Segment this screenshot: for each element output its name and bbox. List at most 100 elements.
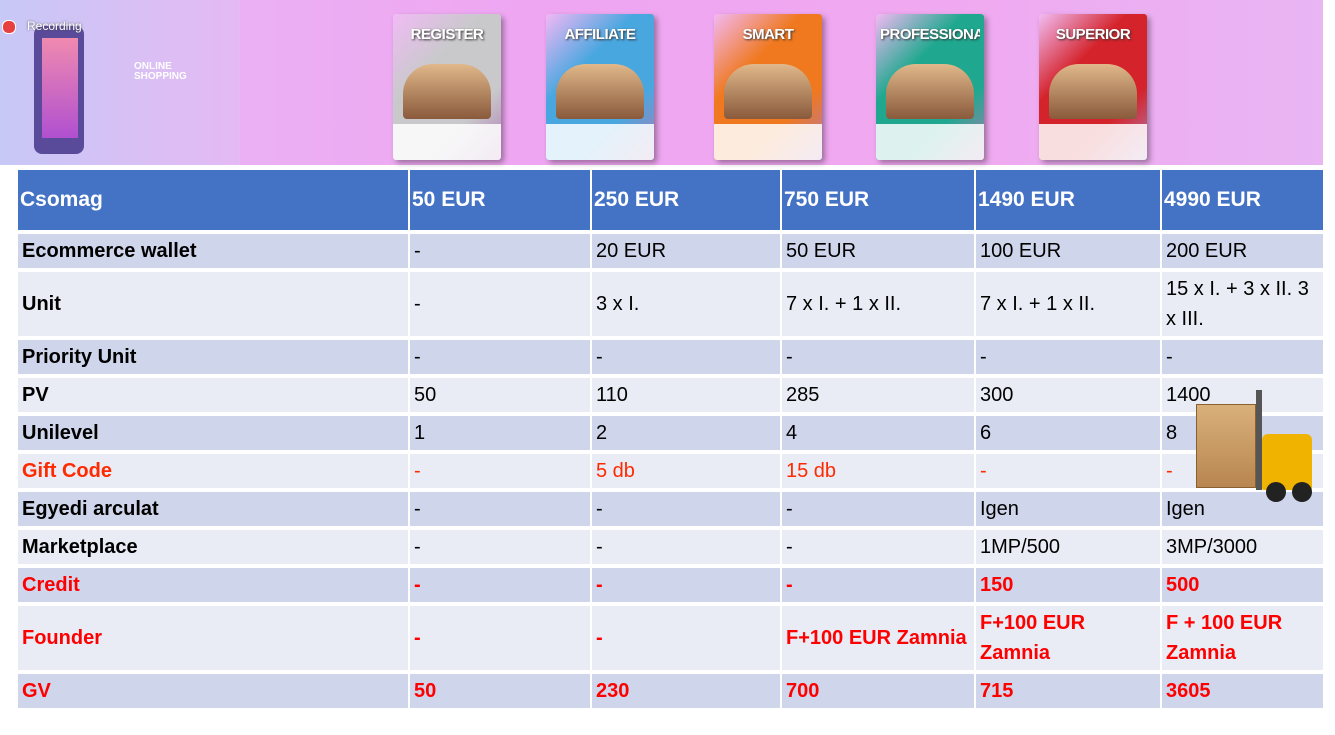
table-row: Marketplace - - -1MP/500 3MP/3000 [18,530,1323,564]
cell: Igen [974,492,1160,526]
row-label: Credit [22,574,80,596]
cell: 3605 [1160,674,1323,708]
row-label: Ecommerce wallet [22,240,197,262]
table-row: GV 50 230 700 715 3605 [18,674,1323,708]
table-row: Gift Code -5 db 15 db - - [18,454,1323,488]
cell: 15 db [780,454,974,488]
box-title: SMART [742,26,794,43]
cell: - [408,492,590,526]
header-cell: 1490 EUR [974,170,1160,230]
cell: - [780,492,974,526]
cell: 15 x I. + 3 x II. 3 x III. [1160,272,1323,336]
cell: 3 x I. [590,272,780,336]
cell: - [408,568,590,602]
row-label: Founder [22,627,102,649]
cell: 7 x I. + 1 x II. [974,272,1160,336]
row-label: Marketplace [22,536,138,558]
cell: - [408,234,590,268]
shop-graphic: ONLINE SHOPPING [0,0,240,165]
header-cell: 750 EUR [780,170,974,230]
cell: - [590,340,780,374]
box-title: REGISTER [410,26,484,43]
product-box: REGISTER [393,14,501,160]
box-photo [886,64,974,119]
cell: F+100 EUR Zamnia [974,606,1160,670]
wheel [1266,482,1286,502]
cell: 4 [780,416,974,450]
cell: F + 100 EUR Zamnia [1160,606,1323,670]
cell: - [408,606,590,670]
table-row: Credit - - -150 500 [18,568,1323,602]
cell: 700 [780,674,974,708]
package-table: Csomag 50 EUR 250 EUR 750 EUR 1490 EUR 4990 E… [18,166,1323,712]
cell: 50 [408,674,590,708]
forklift-mast [1256,390,1262,490]
banner: ONLINE SHOPPING REGISTER AFFILIATE SMART PR… [0,0,1323,165]
table-row: PV 50 110 285 300 1400 [18,378,1323,412]
cell: 500 [1160,568,1323,602]
box-photo [403,64,491,119]
forklift-body [1262,434,1312,490]
cell: 7 x I. + 1 x II. [780,272,974,336]
row-label: Unilevel [22,422,99,444]
cell: - [780,340,974,374]
box-title: PROFESSIONAL [880,26,980,43]
row-label: GV [22,680,51,702]
cell: - [1160,340,1323,374]
cell: - [590,568,780,602]
product-box: SUPERIOR [1039,14,1147,160]
cargo-boxes [1196,404,1256,488]
cell: 20 EUR [590,234,780,268]
box-footer [393,124,501,160]
table-row: Priority Unit - - - - - [18,340,1323,374]
cell: 50 EUR [780,234,974,268]
cell: - [780,568,974,602]
box-photo [724,64,812,119]
cell: 200 EUR [1160,234,1323,268]
header-row: Csomag 50 EUR 250 EUR 750 EUR 1490 EUR 4990 E… [18,170,1323,230]
table-row: Unilevel 1 2 4 6 8 [18,416,1323,450]
row-label: Gift Code [22,460,112,482]
box-footer [876,124,984,160]
cell: 3MP/3000 [1160,530,1323,564]
cell: 715 [974,674,1160,708]
cell: 1 [408,416,590,450]
product-box: AFFILIATE [546,14,654,160]
recording-icon [2,20,16,34]
header-cell: 4990 EUR [1160,170,1323,230]
table-row: Egyedi arculat - - - Igen Igen [18,492,1323,526]
cell: 5 db [590,454,780,488]
cell: 6 [974,416,1160,450]
product-box: SMART [714,14,822,160]
table-row: Ecommerce wallet -20 EUR 50 EUR 100 EUR 200 … [18,234,1323,268]
box-title: SUPERIOR [1055,26,1131,43]
cell: 8 [1160,416,1323,450]
product-box: PROFESSIONAL [876,14,984,160]
box-photo [556,64,644,119]
shop-text: ONLINE SHOPPING [134,61,187,82]
header-cell: 250 EUR [590,170,780,230]
cell: - [1160,454,1323,488]
phone-screen [42,38,78,138]
row-label: Priority Unit [22,346,137,368]
table-row: Unit -3 x I. 7 x I. + 1 x II. 7 x I. + 1 x … [18,272,1323,336]
box-footer [714,124,822,160]
header-cell: 50 EUR [408,170,590,230]
row-label: Unit [22,293,61,315]
cell: - [974,454,1160,488]
row-label: PV [22,384,49,406]
row-label: Egyedi arculat [22,498,159,520]
box-title: AFFILIATE [564,26,636,43]
cell: - [408,272,590,336]
wheel [1292,482,1312,502]
cell: - [408,530,590,564]
cell: 1MP/500 [974,530,1160,564]
cell: 230 [590,674,780,708]
header-cell: Csomag [18,170,408,230]
cell: - [408,340,590,374]
cell: 50 [408,378,590,412]
box-photo [1049,64,1137,119]
cell: Igen [1160,492,1323,526]
cell: 100 EUR [974,234,1160,268]
